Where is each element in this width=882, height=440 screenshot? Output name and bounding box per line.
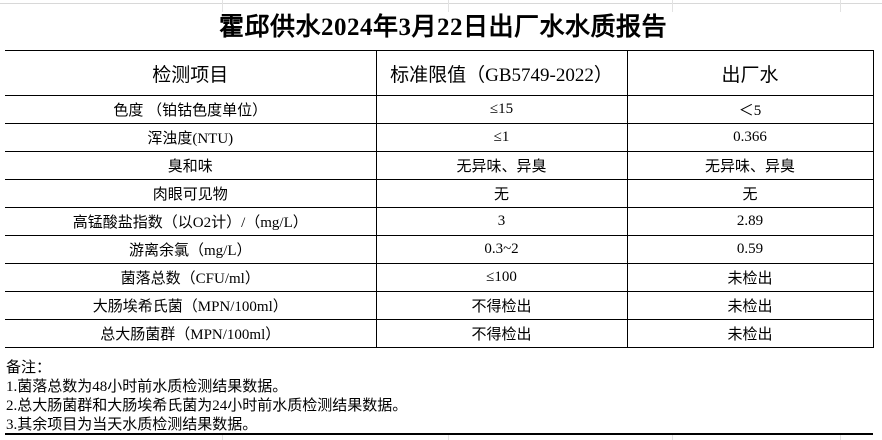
cell-item: 肉眼可见物 xyxy=(5,179,377,208)
note-item-1: 1.菌落总数为48小时前水质检测结果数据。 xyxy=(6,379,288,395)
table-row: 总大肠菌群（MPN/100ml） 不得检出 未检出 xyxy=(5,319,874,348)
note-item-2: 2.总大肠菌群和大肠埃希氏菌为24小时前水质检测结果数据。 xyxy=(6,398,408,414)
cell-standard: ≤100 xyxy=(376,263,628,292)
title-bar: 霍邱供水2024年3月22日出厂水水质报告 xyxy=(0,0,882,50)
page-title: 霍邱供水2024年3月22日出厂水水质报告 xyxy=(218,14,667,41)
cell-item: 菌落总数（CFU/ml） xyxy=(5,263,377,292)
column-header-finished-water: 出厂水 xyxy=(627,50,874,96)
cell-standard: 无 xyxy=(376,179,628,208)
table-row: 臭和味 无异味、异臭 无异味、异臭 xyxy=(5,151,874,180)
cell-item: 色度 （铂钴色度单位） xyxy=(5,95,377,124)
cell-standard: 不得检出 xyxy=(376,319,628,348)
cell-item: 高锰酸盐指数（以O2计）/（mg/L） xyxy=(5,207,377,236)
cell-standard: 0.3~2 xyxy=(376,235,628,264)
water-quality-table: 检测项目 标准限值（GB5749-2022） 出厂水 色度 （铂钴色度单位） ≤… xyxy=(5,50,874,348)
cell-finished: 无异味、异臭 xyxy=(627,151,874,180)
column-header-item: 检测项目 xyxy=(5,50,377,96)
table-row: 浑浊度(NTU) ≤1 0.366 xyxy=(5,123,874,152)
notes-heading: 备注： xyxy=(6,360,52,376)
table-row: 大肠埃希氏菌（MPN/100ml） 不得检出 未检出 xyxy=(5,291,874,320)
cell-standard: 无异味、异臭 xyxy=(376,151,628,180)
table-bottom-rule xyxy=(5,433,873,435)
table-row: 高锰酸盐指数（以O2计）/（mg/L） 3 2.89 xyxy=(5,207,874,236)
table-row: 游离余氯（mg/L） 0.3~2 0.59 xyxy=(5,235,874,264)
cell-finished: 无 xyxy=(627,179,874,208)
cell-item: 浑浊度(NTU) xyxy=(5,123,377,152)
cell-standard: 不得检出 xyxy=(376,291,628,320)
cell-finished: 未检出 xyxy=(627,291,874,320)
cell-finished: 未检出 xyxy=(627,263,874,292)
cell-standard: 3 xyxy=(376,207,628,236)
table-row: 色度 （铂钴色度单位） ≤15 ＜5 xyxy=(5,95,874,124)
table-row: 肉眼可见物 无 无 xyxy=(5,179,874,208)
table-row: 菌落总数（CFU/ml） ≤100 未检出 xyxy=(5,263,874,292)
cell-item: 游离余氯（mg/L） xyxy=(5,235,377,264)
cell-finished: 2.89 xyxy=(627,207,874,236)
column-header-standard: 标准限值（GB5749-2022） xyxy=(376,50,628,96)
cell-item: 大肠埃希氏菌（MPN/100ml） xyxy=(5,291,377,320)
cell-standard: ≤15 xyxy=(376,95,628,124)
cell-finished: 未检出 xyxy=(627,319,874,348)
notes-section: 备注： 1.菌落总数为48小时前水质检测结果数据。 2.总大肠菌群和大肠埃希氏菌… xyxy=(6,359,872,435)
cell-finished: ＜5 xyxy=(627,95,874,124)
note-item-3: 3.其余项目为当天水质检测结果数据。 xyxy=(6,417,258,433)
table-header-row: 检测项目 标准限值（GB5749-2022） 出厂水 xyxy=(5,50,874,96)
cell-item: 总大肠菌群（MPN/100ml） xyxy=(5,319,377,348)
cell-finished: 0.366 xyxy=(627,123,874,152)
cell-standard: ≤1 xyxy=(376,123,628,152)
cell-finished: 0.59 xyxy=(627,235,874,264)
cell-item: 臭和味 xyxy=(5,151,377,180)
